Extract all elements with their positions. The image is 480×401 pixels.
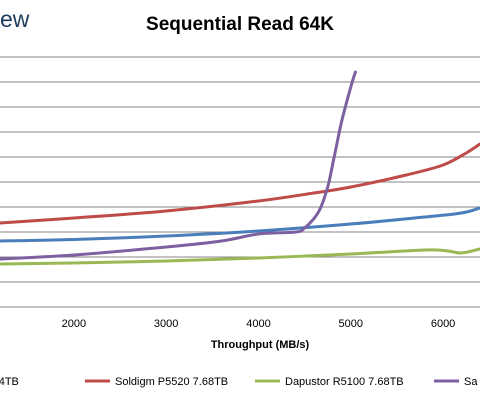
legend-item: 550h 6.4TB (0, 376, 19, 388)
legend-item: Dapustor R5100 7.68TB (255, 376, 404, 388)
legend-item: Soldigm P5520 7.68TB (85, 376, 228, 388)
legend: 550h 6.4TB Soldigm P5520 7.68TB Dapustor R… (0, 376, 478, 388)
legend-label: Dapustor R5100 7.68TB (285, 376, 404, 388)
x-tick-label: 3000 (154, 318, 178, 330)
series-line-2 (0, 142, 480, 225)
legend-label: Soldigm P5520 7.68TB (115, 376, 228, 388)
x-axis-label: Throughput (MB/s) (211, 339, 310, 351)
x-tick-label: 4000 (246, 318, 270, 330)
legend-item: Sa (434, 376, 478, 388)
legend-label: 550h 6.4TB (0, 376, 19, 388)
series-lines (0, 70, 480, 266)
gridlines (0, 56, 480, 308)
series-line-3 (0, 247, 480, 266)
x-tick-label: 6000 (431, 318, 455, 330)
x-tick-label: 2000 (62, 318, 86, 330)
series-line-4 (0, 70, 357, 261)
x-tick-label: 5000 (339, 318, 363, 330)
chart-title: Sequential Read 64K (146, 14, 334, 35)
logo-text: ew (0, 6, 30, 32)
series-line-1 (0, 206, 480, 243)
x-tick-labels: 2000 3000 4000 5000 6000 (62, 318, 456, 330)
legend-label: Sa (464, 376, 478, 388)
